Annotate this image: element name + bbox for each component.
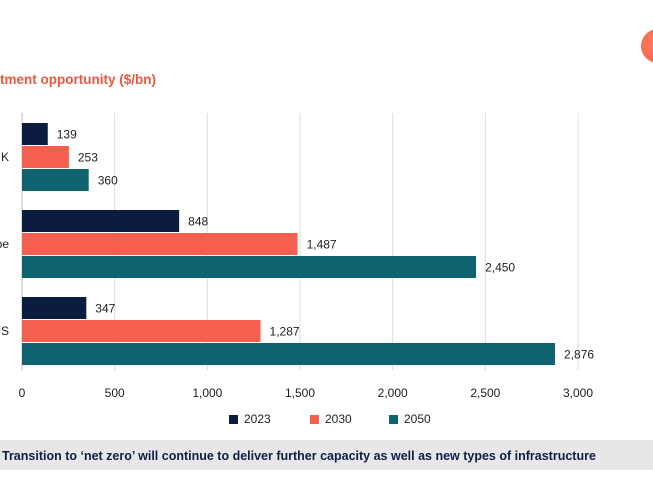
legend-swatch-2023 [229, 414, 238, 424]
x-tick-label-0: 0 [19, 386, 26, 400]
x-tick-label-3000: 3,000 [563, 386, 593, 400]
x-tick-label-500: 500 [105, 386, 125, 400]
data-label-2023-1: 848 [188, 215, 208, 229]
data-label-2023-0: 139 [57, 128, 77, 142]
legend-item-2030: 2030 [310, 412, 352, 426]
chart-title: tment opportunity ($/bn) [0, 72, 156, 87]
bar-2030-0 [22, 146, 69, 168]
legend-item-2023: 2023 [229, 412, 271, 426]
data-label-2023-2: 347 [95, 302, 115, 316]
legend-item-2050: 2050 [389, 412, 431, 426]
x-tick-label-1000: 1,000 [192, 386, 222, 400]
bar-2023-0 [22, 123, 48, 145]
caption-text: Transition to ‘net zero’ will continue t… [2, 449, 596, 463]
logo-icon [641, 29, 653, 63]
bar-2050-2 [22, 343, 556, 365]
data-label-2050-1: 2,450 [485, 261, 515, 275]
x-tick-label-2000: 2,000 [378, 386, 408, 400]
bar-2023-1 [22, 210, 180, 232]
data-label-2030-0: 253 [78, 151, 98, 165]
data-label-2050-2: 2,876 [564, 348, 594, 362]
bar-2030-2 [22, 320, 261, 342]
data-label-2030-2: 1,287 [270, 325, 300, 339]
data-label-2030-1: 1,487 [307, 238, 337, 252]
category-label-2: JS [0, 324, 9, 338]
bar-2050-0 [22, 169, 89, 191]
legend-swatch-2050 [389, 414, 398, 424]
category-label-0: K [1, 150, 9, 164]
category-label-1: pe [0, 237, 9, 251]
bar-2050-1 [22, 256, 477, 278]
legend-swatch-2030 [310, 414, 319, 424]
x-tick-label-1500: 1,500 [285, 386, 315, 400]
x-tick-label-2500: 2,500 [470, 386, 500, 400]
legend-label-2023: 2023 [244, 412, 271, 426]
legend-label-2050: 2050 [404, 412, 431, 426]
caption-banner: Transition to ‘net zero’ will continue t… [0, 440, 653, 470]
bar-2030-1 [22, 233, 298, 255]
legend-label-2030: 2030 [325, 412, 352, 426]
bar-2023-2 [22, 297, 87, 319]
data-label-2050-0: 360 [98, 174, 118, 188]
